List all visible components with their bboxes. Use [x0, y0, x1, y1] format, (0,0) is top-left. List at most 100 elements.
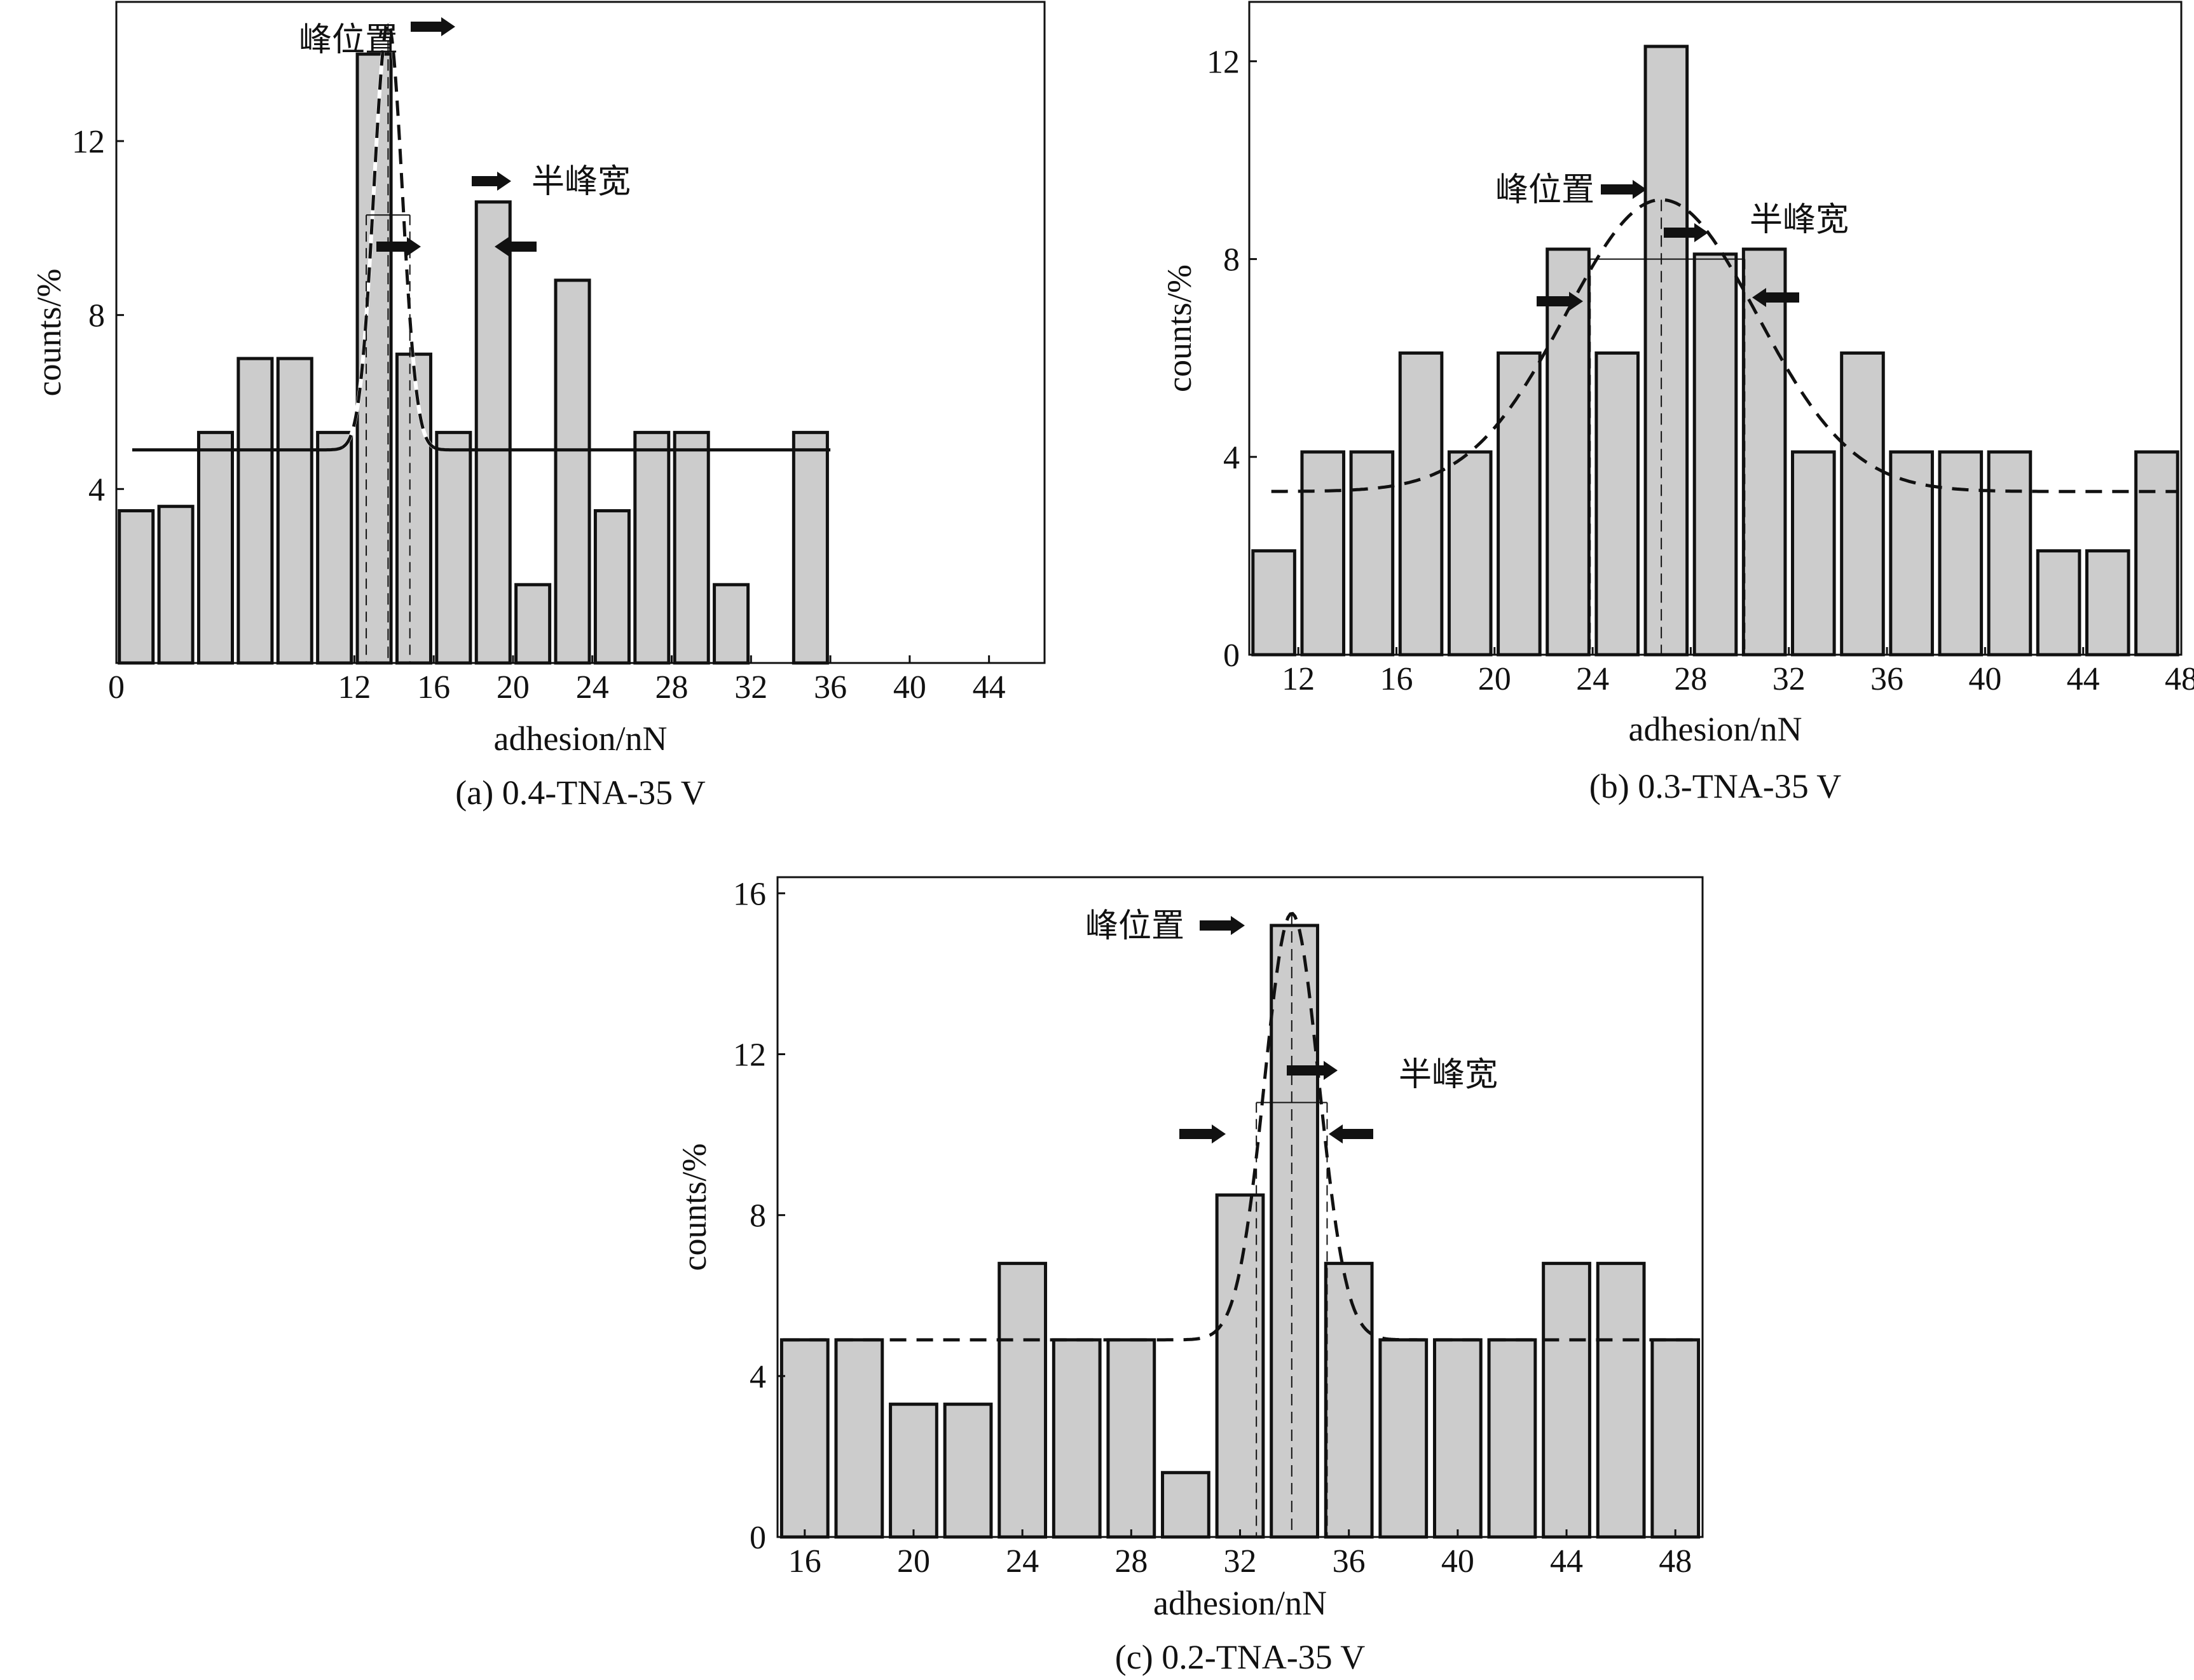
fit-curve-b	[1271, 198, 2177, 493]
plot-frame-b	[1248, 1, 2183, 656]
x-tick-label-a-8: 40	[893, 669, 926, 706]
x-tick-label-c-2: 24	[1006, 1543, 1039, 1580]
bar-c-16	[1650, 1338, 1701, 1539]
bar-c-15	[1596, 1262, 1646, 1539]
bar-b-7	[1594, 351, 1640, 657]
bar-b-1	[1300, 450, 1346, 657]
y-axis-label-b: counts/%	[1160, 264, 1198, 392]
x-tick-label-b-6: 36	[1870, 661, 1903, 697]
peak-annotation-a: 峰位置	[299, 21, 398, 59]
bar-c-7	[1161, 1471, 1210, 1539]
fit-curve-a	[132, 22, 831, 452]
peak-annotation-c: 峰位置	[1085, 907, 1184, 945]
fwhm-arrow-b	[1664, 223, 1708, 242]
x-tick-label-a-2: 16	[417, 669, 450, 706]
x-tick-label-b-5: 32	[1772, 661, 1806, 697]
caption-c: (c) 0.2-TNA-35 V	[1115, 1638, 1365, 1676]
peak-arrow-c	[1200, 916, 1245, 935]
bar-b-4	[1447, 450, 1493, 657]
plot-frame-a	[115, 1, 1046, 664]
bar-b-14	[1938, 450, 1984, 657]
fit-peak-gap-a	[341, 21, 435, 449]
y-axis-label-c: counts/%	[675, 1144, 713, 1271]
bar-b-18	[2134, 450, 2179, 657]
fwhm-arrow-c	[1287, 1061, 1338, 1080]
fwhm-annotation-a: 半峰宽	[531, 163, 631, 201]
bar-a-9	[474, 200, 512, 665]
fwhm-left-arrow-a	[376, 237, 421, 256]
bar-c-14	[1542, 1262, 1591, 1539]
caption-b: (b) 0.3-TNA-35 V	[1589, 767, 1841, 805]
x-tick-label-a-4: 24	[576, 669, 609, 706]
bar-b-10	[1741, 247, 1787, 657]
chart-panel-a: 0 12 16 20 24 28 32 36 40 444812adhesion/nNcounts…	[30, 1, 1046, 812]
x-axis-label-b: adhesion/nN	[1629, 710, 1802, 748]
x-tick-label-b-0: 12	[1282, 661, 1315, 697]
bar-a-14	[673, 430, 710, 665]
y-tick-label-b-0: 0	[1223, 638, 1240, 674]
fwhm-right-arrow-c	[1329, 1124, 1373, 1144]
bar-c-2	[889, 1402, 938, 1539]
bar-a-11	[554, 278, 591, 665]
bar-c-12	[1432, 1338, 1483, 1539]
x-tick-label-c-3: 28	[1114, 1543, 1148, 1580]
bar-b-8	[1643, 44, 1689, 657]
y-tick-label-a-2: 12	[72, 124, 105, 160]
x-tick-label-a-3: 20	[497, 669, 530, 706]
y-tick-label-b-2: 8	[1223, 242, 1240, 278]
bar-c-5	[1052, 1338, 1102, 1539]
x-tick-label-b-1: 16	[1380, 661, 1413, 697]
x-axis-label-c: adhesion/nN	[1153, 1584, 1327, 1622]
x-tick-label-c-1: 20	[897, 1543, 930, 1580]
bar-c-1	[834, 1338, 884, 1539]
bar-a-2	[196, 430, 235, 665]
bar-b-3	[1398, 351, 1444, 657]
x-tick-label-c-6: 40	[1441, 1543, 1474, 1580]
x-tick-label-c-0: 16	[788, 1543, 821, 1580]
bar-b-0	[1251, 549, 1296, 657]
y-tick-label-a-1: 8	[88, 298, 105, 334]
bar-a-10	[514, 583, 552, 665]
bar-b-16	[2036, 549, 2081, 657]
chart-panel-c: 16 20 24 28 32 36 40 44 480481216adhesion/nNcoun…	[675, 876, 1704, 1676]
y-tick-label-c-2: 8	[750, 1198, 766, 1234]
bar-c-4	[998, 1262, 1048, 1539]
bar-c-0	[779, 1338, 830, 1539]
x-tick-label-b-2: 20	[1478, 661, 1511, 697]
x-tick-label-a-9: 44	[973, 669, 1006, 706]
peak-annotation-b: 峰位置	[1495, 171, 1594, 209]
bar-b-9	[1692, 252, 1738, 657]
bar-a-13	[633, 430, 671, 665]
x-tick-label-a-5: 28	[655, 669, 689, 706]
bar-a-8	[435, 430, 472, 665]
x-tick-label-c-4: 32	[1224, 1543, 1257, 1580]
fwhm-annotation-b: 半峰宽	[1750, 201, 1849, 239]
y-tick-label-c-3: 12	[733, 1037, 766, 1073]
bar-a-7	[395, 352, 432, 665]
fit-curve-c	[783, 912, 1697, 1342]
y-tick-label-c-0: 0	[750, 1520, 766, 1556]
bar-c-3	[943, 1402, 993, 1539]
bar-c-10	[1324, 1262, 1374, 1539]
bar-c-11	[1378, 1338, 1429, 1539]
bar-a-4	[276, 357, 313, 665]
peak-arrow-b	[1601, 180, 1647, 199]
bar-a-15	[713, 583, 750, 665]
y-tick-label-b-3: 12	[1207, 44, 1240, 80]
fwhm-right-arrow-a	[495, 237, 537, 256]
y-axis-label-a: counts/%	[30, 269, 68, 397]
bar-b-5	[1497, 351, 1542, 657]
bar-a-12	[593, 509, 631, 665]
bar-b-2	[1349, 450, 1395, 657]
x-tick-label-a-6: 32	[734, 669, 767, 706]
bar-a-3	[237, 357, 274, 665]
x-tick-label-b-7: 40	[1968, 661, 2001, 697]
y-tick-label-b-1: 4	[1223, 440, 1240, 476]
bar-c-13	[1487, 1338, 1537, 1539]
x-tick-label-a-1: 12	[338, 669, 371, 706]
x-tick-label-a-0: 0	[108, 669, 125, 706]
x-tick-label-b-3: 24	[1576, 661, 1609, 697]
bar-a-0	[118, 509, 155, 665]
fwhm-annotation-c: 半峰宽	[1399, 1056, 1498, 1094]
